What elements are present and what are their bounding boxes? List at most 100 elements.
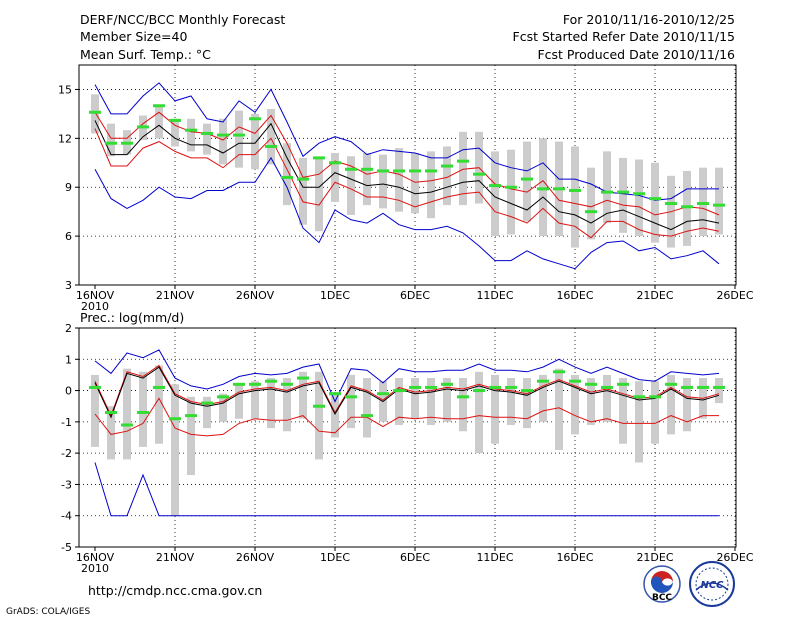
series-line-ensemble-lower <box>94 128 720 239</box>
observation-mark <box>249 117 261 121</box>
member-range-box <box>235 110 243 168</box>
observation-mark <box>313 404 325 408</box>
x-year-label: 2010 <box>81 562 109 575</box>
ncc-logo-inner-ring <box>695 567 729 601</box>
observation-mark <box>697 202 709 206</box>
observation-mark <box>217 395 229 399</box>
observation-mark <box>185 414 197 418</box>
series-line-ensemble-max <box>94 349 720 403</box>
observation-mark <box>617 190 629 194</box>
precipitation-panel: -5 -4 -3 -2 -1 0 1 2 16NOV 21NOV 26NOV 1DEC 6DEC 11DE… <box>61 322 754 575</box>
observation-mark <box>169 417 181 421</box>
member-range-box <box>219 118 227 165</box>
x-tick-label: 1DEC <box>320 289 350 302</box>
member-range-box <box>347 156 355 215</box>
observation-mark <box>489 385 501 389</box>
observation-mark <box>409 385 421 389</box>
x-tick-label: 16DEC <box>556 289 593 302</box>
ncc-logo: NCC <box>689 561 735 607</box>
member-range-box <box>171 384 179 516</box>
member-range-box <box>603 374 611 422</box>
observation-mark <box>617 382 629 386</box>
observation-mark <box>169 118 181 122</box>
observation-mark <box>281 175 293 179</box>
observation-mark <box>201 401 213 405</box>
member-range-box <box>267 109 275 165</box>
member-range-box <box>91 94 99 134</box>
ncc-logo-text: NCC <box>700 580 724 591</box>
member-range-box <box>459 378 467 432</box>
chart-title: DERF/NCC/BCC Monthly Forecast <box>80 12 285 27</box>
y-tick-label: 15 <box>58 83 72 96</box>
member-range-box <box>715 378 723 404</box>
y-tick-label: -1 <box>61 416 72 429</box>
observation-mark <box>713 385 725 389</box>
member-range-box <box>331 153 339 202</box>
member-range-box <box>523 378 531 429</box>
y-tick-label: -2 <box>61 447 72 460</box>
observation-mark <box>265 379 277 383</box>
bcc-logo-swirl-blue <box>651 576 673 593</box>
observation-mark <box>393 169 405 173</box>
observation-mark <box>329 161 341 165</box>
observation-mark <box>153 385 165 389</box>
plot-frame <box>78 64 737 286</box>
member-range-box <box>459 131 467 206</box>
observation-mark <box>713 203 725 207</box>
observation-mark <box>681 205 693 209</box>
member-range-box <box>251 113 259 170</box>
series-line-ensemble-lower <box>94 397 719 437</box>
bcc-logo: BCC <box>643 565 681 603</box>
member-range-box <box>507 378 515 425</box>
member-range-box <box>651 381 659 444</box>
member-range-box <box>283 143 291 206</box>
member-range-box <box>507 149 515 235</box>
observation-mark <box>649 395 661 399</box>
observation-mark <box>377 169 389 173</box>
observation-mark <box>569 379 581 383</box>
member-range-box <box>619 378 627 444</box>
member-range-box <box>699 167 707 237</box>
observation-mark <box>105 410 117 414</box>
x-tick-label: 11DEC <box>476 289 513 302</box>
series-line-ensemble-mean <box>94 120 720 231</box>
observation-mark <box>361 167 373 171</box>
observation-mark <box>409 169 421 173</box>
observation-mark <box>441 164 453 168</box>
x-tick-label: 6DEC <box>400 551 430 564</box>
series-line-ensemble-min <box>94 156 720 270</box>
observation-mark <box>665 202 677 206</box>
x-year-label: 2010 <box>81 300 109 313</box>
member-range-box <box>427 378 435 425</box>
plot-frame <box>78 327 737 548</box>
observation-mark <box>681 385 693 389</box>
member-range-box <box>267 378 275 429</box>
member-range-box <box>379 154 387 209</box>
x-tick-label: 21DEC <box>636 289 673 302</box>
member-range-box <box>443 146 451 206</box>
forecast-period: For 2010/11/16-2010/12/25 <box>563 12 735 27</box>
observation-mark <box>297 177 309 181</box>
member-range-box <box>235 384 243 419</box>
member-range-box <box>395 378 403 425</box>
y-tick-label: 0 <box>65 385 72 398</box>
observation-mark <box>345 167 357 171</box>
member-range-box <box>171 118 179 147</box>
precipitation-variable-label: Prec.: log(mm/d) <box>80 310 184 325</box>
x-tick-label: 26NOV <box>236 289 275 302</box>
x-tick-label: 21NOV <box>156 551 195 564</box>
observation-mark <box>441 382 453 386</box>
member-range-box <box>203 123 211 155</box>
observation-mark <box>649 197 661 201</box>
observation-mark <box>393 389 405 393</box>
observation-mark <box>665 382 677 386</box>
observation-mark <box>521 389 533 393</box>
observation-mark <box>489 184 501 188</box>
observation-mark <box>473 172 485 176</box>
member-range-box <box>411 153 419 214</box>
y-tick-label: 12 <box>58 132 72 145</box>
y-tick-label: 2 <box>65 322 72 335</box>
source-url[interactable]: http://cmdp.ncc.cma.gov.cn <box>88 583 262 598</box>
series-line-ensemble-upper <box>94 111 720 216</box>
series-line-ensemble-max <box>94 82 719 201</box>
